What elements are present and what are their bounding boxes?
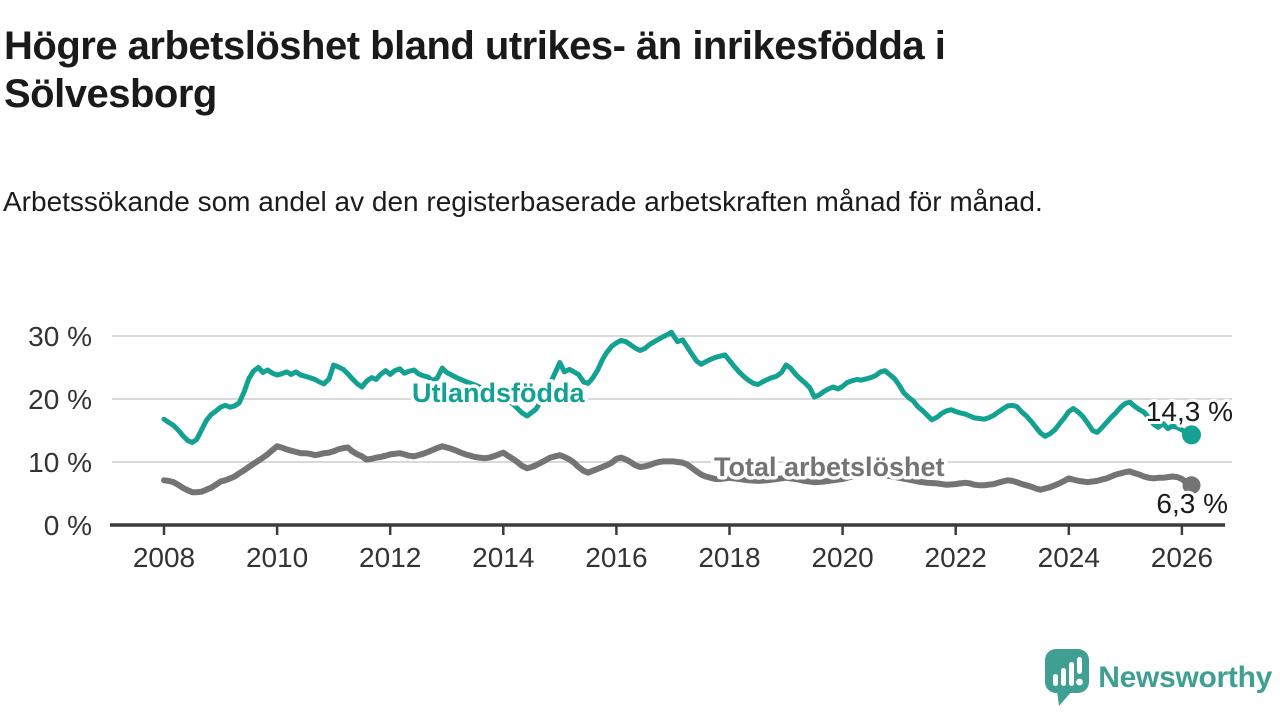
x-axis-label-2012: 2012 [359, 542, 421, 573]
line-chart: 0 % 10 % 20 % 30 % 2008 2010 2012 2014 2016 2018 2… [28, 321, 1236, 573]
series-label-total: Total arbetslöshet [714, 452, 945, 482]
series-line-utlandsfodda [161, 329, 1194, 445]
x-axis-label-2016: 2016 [585, 542, 647, 573]
newsworthy-logo-icon [1045, 649, 1090, 706]
x-axis-label-2010: 2010 [246, 542, 308, 573]
series-end-value-total: 6,3 % [1156, 488, 1228, 519]
newsworthy-logo-text: Newsworthy [1098, 661, 1272, 694]
series-end-value-utlandsfodda: 14,3 % [1146, 396, 1233, 427]
x-axis-label-2018: 2018 [698, 542, 760, 573]
newsworthy-branding: Newsworthy [1045, 649, 1272, 707]
series-label-utlandsfodda: Utlandsfödda [412, 378, 585, 408]
x-axis-label-2008: 2008 [133, 542, 195, 573]
x-axis-label-2014: 2014 [472, 542, 534, 573]
x-axis-label-2022: 2022 [925, 542, 987, 573]
y-axis-label-10: 10 % [28, 447, 92, 478]
chart-title: Högre arbetslöshet bland utrikes- än inr… [4, 24, 946, 116]
y-axis-label-20: 20 % [28, 384, 92, 415]
chart-subtitle: Arbetssökande som andel av den registerb… [3, 186, 1043, 217]
x-axis-label-2026: 2026 [1151, 542, 1213, 573]
series-end-dot-utlandsfodda [1182, 425, 1202, 445]
y-axis-label-0: 0 % [44, 510, 92, 541]
series-line-total [161, 443, 1195, 496]
series-end-dot-total [1182, 476, 1201, 495]
x-axis-label-2024: 2024 [1038, 542, 1100, 573]
x-axis-label-2020: 2020 [811, 542, 873, 573]
y-axis-label-30: 30 % [28, 321, 92, 352]
